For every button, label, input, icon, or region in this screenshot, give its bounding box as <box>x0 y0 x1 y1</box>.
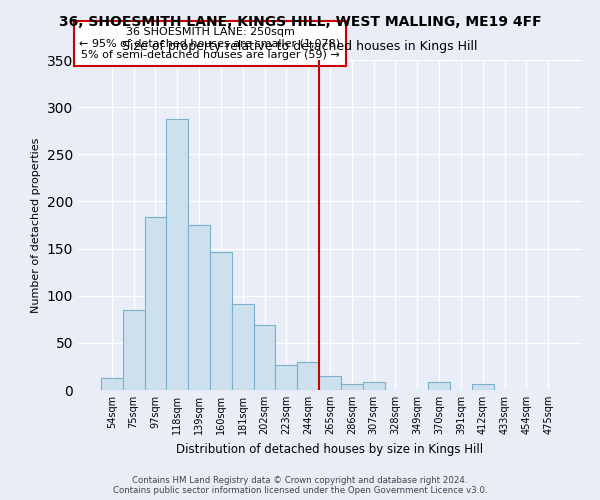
Bar <box>232 304 254 390</box>
Y-axis label: Number of detached properties: Number of detached properties <box>31 138 41 312</box>
Bar <box>166 120 188 390</box>
Bar <box>123 310 145 390</box>
Bar <box>254 325 275 390</box>
X-axis label: Distribution of detached houses by size in Kings Hill: Distribution of detached houses by size … <box>176 442 484 456</box>
Bar <box>297 362 319 390</box>
Text: 36 SHOESMITH LANE: 250sqm
← 95% of detached houses are smaller (1,078)
5% of sem: 36 SHOESMITH LANE: 250sqm ← 95% of detac… <box>79 27 341 60</box>
Bar <box>101 378 123 390</box>
Text: Contains HM Land Registry data © Crown copyright and database right 2024.
Contai: Contains HM Land Registry data © Crown c… <box>113 476 487 495</box>
Text: 36, SHOESMITH LANE, KINGS HILL, WEST MALLING, ME19 4FF: 36, SHOESMITH LANE, KINGS HILL, WEST MAL… <box>59 15 541 29</box>
Bar <box>363 382 385 390</box>
Bar <box>428 382 450 390</box>
Bar <box>210 252 232 390</box>
Bar <box>341 384 363 390</box>
Bar <box>319 376 341 390</box>
Bar <box>188 225 210 390</box>
Bar <box>275 364 297 390</box>
Bar <box>472 384 494 390</box>
Bar <box>145 216 166 390</box>
Text: Size of property relative to detached houses in Kings Hill: Size of property relative to detached ho… <box>122 40 478 53</box>
